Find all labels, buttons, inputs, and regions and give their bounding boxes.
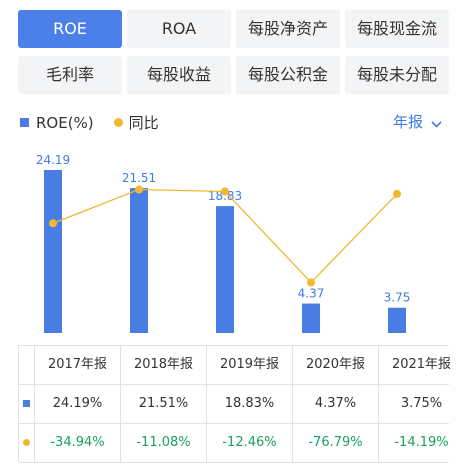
- table-corner: [19, 346, 35, 384]
- chevron-down-icon: [431, 116, 442, 128]
- table-header: 2021年报: [379, 346, 460, 384]
- table-cell: 18.83%: [207, 385, 293, 423]
- roe-chart: 24.19 21.51 18.83 4.37 3.75: [36, 153, 411, 333]
- table-header: 2020年报: [293, 346, 379, 384]
- table-cell: 21.51%: [121, 385, 207, 423]
- bar-2018年报: [130, 188, 148, 333]
- table-row-yoy: -34.94% -11.08% -12.46% -76.79% -14.19%: [19, 424, 449, 463]
- legend-bar-swatch: [20, 118, 29, 127]
- table-header: 2017年报: [35, 346, 121, 384]
- tab-eps[interactable]: 每股收益: [127, 56, 231, 94]
- tab-roe[interactable]: ROE: [18, 10, 122, 48]
- table-cell: -76.79%: [293, 424, 379, 462]
- bar-2021年报: [388, 307, 406, 333]
- tab-gross-margin[interactable]: 毛利率: [18, 56, 122, 94]
- table-cell: -12.46%: [207, 424, 293, 462]
- tab-net-assets-per-share[interactable]: 每股净资产: [236, 10, 340, 48]
- tab-cash-flow-per-share[interactable]: 每股现金流: [345, 10, 449, 48]
- chart-legend: ROE(%) 同比: [20, 112, 159, 133]
- yoy-point-2019年报: [221, 187, 229, 196]
- table-cell: -34.94%: [35, 424, 121, 462]
- tab-roa[interactable]: ROA: [127, 10, 231, 48]
- bar-2020年报: [302, 303, 320, 333]
- yoy-point-2018年报: [135, 185, 143, 194]
- yoy-point-2020年报: [307, 278, 315, 287]
- bar-value-label: 24.19: [36, 153, 70, 167]
- bar-2017年报: [44, 170, 62, 333]
- table-header: 2018年报: [121, 346, 207, 384]
- table-header-row: 2017年报 2018年报 2019年报 2020年报 2021年报: [19, 346, 451, 385]
- table-cell: 3.75%: [379, 385, 460, 423]
- period-dropdown[interactable]: 年报: [393, 111, 442, 132]
- bar-value-label: 18.83: [208, 189, 242, 203]
- table-header: 2019年报: [207, 346, 293, 384]
- yoy-row-marker: [19, 424, 35, 462]
- legend-bar-label: ROE(%): [36, 113, 94, 132]
- period-label: 年报: [392, 113, 423, 131]
- table-row-roe: 24.19% 21.51% 18.83% 4.37% 3.75%: [19, 385, 449, 424]
- bar-value-label: 21.51: [122, 171, 156, 185]
- yoy-point-2017年报: [49, 219, 57, 228]
- bar-value-label: 4.37: [298, 287, 325, 301]
- bar-2019年报: [216, 206, 234, 333]
- data-table: 2017年报 2018年报 2019年报 2020年报 2021年报 24.19…: [18, 345, 451, 463]
- roe-row-marker: [19, 385, 35, 423]
- legend-line-label: 同比: [128, 114, 159, 132]
- table-cell: 4.37%: [293, 385, 379, 423]
- tab-undistributed-per-share[interactable]: 每股未分配: [345, 56, 449, 94]
- table-cell: -14.19%: [379, 424, 460, 462]
- tab-reserve-per-share[interactable]: 每股公积金: [236, 56, 340, 94]
- table-cell: 24.19%: [35, 385, 121, 423]
- legend-line-swatch: [113, 118, 123, 127]
- table-cell: -11.08%: [121, 424, 207, 462]
- metric-tabs: ROE ROA 每股净资产 每股现金流 毛利率 每股收益 每股公积金 每股未分配: [18, 10, 449, 94]
- bar-value-label: 3.75: [384, 291, 411, 305]
- yoy-point-2021年报: [393, 189, 401, 198]
